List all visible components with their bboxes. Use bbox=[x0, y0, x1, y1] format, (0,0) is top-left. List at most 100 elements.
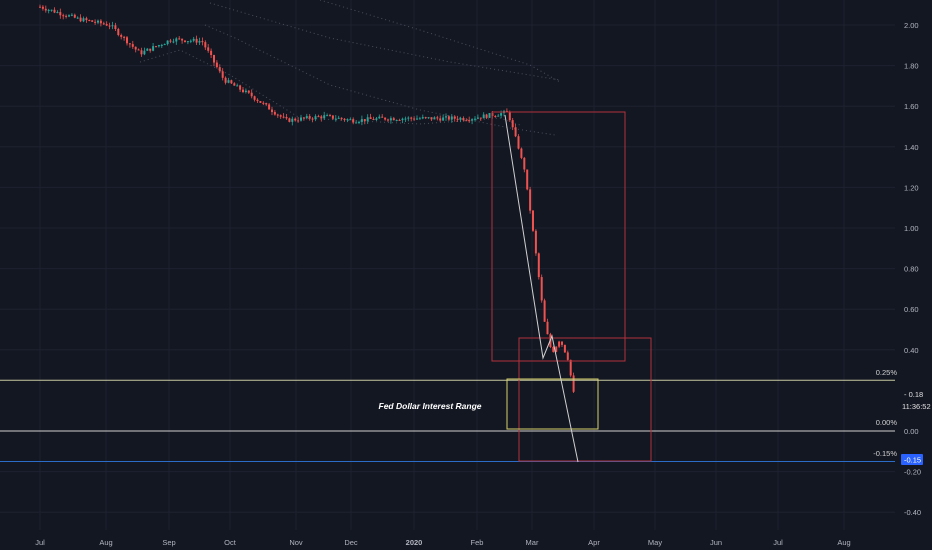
candle-body-75 bbox=[256, 99, 259, 102]
candle-body-168 bbox=[526, 169, 529, 190]
x-tick-label-3: Oct bbox=[224, 538, 237, 547]
price-axis[interactable]: 2.00 1.80 1.60 1.40 1.20 1.00 0.80 0.60 0.40 0.00… bbox=[904, 21, 921, 517]
candle-body-18 bbox=[91, 20, 94, 22]
candle-body-113 bbox=[366, 117, 369, 122]
ma-line-3 bbox=[319, 0, 561, 83]
candle-body-54 bbox=[195, 38, 198, 43]
candle-body-179 bbox=[558, 341, 561, 347]
candle-body-37 bbox=[146, 48, 149, 51]
candle-body-81 bbox=[273, 112, 276, 115]
candle-body-138 bbox=[439, 118, 442, 121]
candle-body-183 bbox=[569, 359, 572, 376]
candle-body-121 bbox=[389, 118, 392, 121]
x-tick-label-12: Jul bbox=[773, 538, 783, 547]
candle-body-151 bbox=[476, 117, 479, 119]
candle-body-107 bbox=[349, 119, 352, 121]
price-badge-label: -0.15 bbox=[904, 456, 921, 465]
candle-body-72 bbox=[247, 90, 250, 93]
candle-body-116 bbox=[375, 118, 378, 120]
candle-body-163 bbox=[511, 120, 514, 128]
candle-body-125 bbox=[401, 118, 404, 121]
candle-body-3 bbox=[47, 9, 50, 11]
candle-body-10 bbox=[68, 15, 70, 17]
candle-body-170 bbox=[532, 210, 534, 231]
candle-body-76 bbox=[259, 101, 262, 103]
candle-body-57 bbox=[204, 42, 207, 48]
candle-body-68 bbox=[236, 85, 239, 87]
y-tick-label-10: -0.20 bbox=[904, 468, 921, 477]
candle-body-109 bbox=[355, 122, 358, 124]
candle-body-120 bbox=[387, 119, 389, 121]
candle-body-59 bbox=[210, 50, 213, 56]
candle-body-13 bbox=[76, 17, 79, 19]
candle-body-28 bbox=[120, 34, 123, 37]
candle-body-23 bbox=[105, 24, 108, 26]
candle-body-74 bbox=[253, 96, 256, 100]
candle-body-93 bbox=[308, 116, 311, 119]
y-tick-label-8: 0.40 bbox=[904, 346, 919, 355]
candle-body-182 bbox=[566, 352, 569, 360]
candle-body-171 bbox=[534, 230, 537, 254]
candle-body-147 bbox=[465, 120, 468, 122]
trend-path bbox=[504, 114, 579, 463]
trend-lines bbox=[504, 114, 579, 463]
candle-body-145 bbox=[459, 117, 462, 120]
level-label-negative: -0.15% bbox=[873, 449, 897, 458]
candle-body-88 bbox=[294, 118, 297, 121]
candle-body-181 bbox=[563, 344, 566, 353]
candle-body-173 bbox=[540, 277, 543, 301]
candle-body-94 bbox=[311, 118, 314, 120]
candle-body-34 bbox=[137, 49, 140, 51]
x-tick-label-2: Sep bbox=[162, 538, 175, 547]
level-label-upper: 0.25% bbox=[876, 368, 898, 377]
candle-body-130 bbox=[416, 118, 418, 120]
candle-body-62 bbox=[218, 67, 221, 72]
y-tick-label-9: 0.00 bbox=[904, 427, 919, 436]
crash-range-box bbox=[491, 111, 626, 362]
candle-body-184 bbox=[572, 375, 575, 392]
candle-body-52 bbox=[189, 40, 192, 42]
candle-body-1 bbox=[41, 6, 44, 9]
candle-body-103 bbox=[337, 117, 340, 119]
candle-body-79 bbox=[268, 104, 271, 110]
ma-line-2 bbox=[139, 49, 521, 126]
candle-body-30 bbox=[126, 37, 128, 44]
candle-body-117 bbox=[378, 116, 381, 119]
candle-body-64 bbox=[224, 77, 227, 83]
candle-body-124 bbox=[398, 119, 401, 121]
candle-body-8 bbox=[62, 15, 65, 17]
candle-body-114 bbox=[369, 117, 372, 119]
candle-body-43 bbox=[163, 44, 166, 46]
candle-body-164 bbox=[514, 127, 517, 137]
candle-body-50 bbox=[184, 40, 186, 42]
candle-body-25 bbox=[111, 25, 114, 27]
candle-body-157 bbox=[494, 116, 497, 118]
projection-box bbox=[518, 337, 652, 462]
candle-body-149 bbox=[471, 119, 474, 121]
candle-body-2 bbox=[44, 8, 47, 11]
candle-body-48 bbox=[178, 38, 181, 40]
candle-body-154 bbox=[485, 114, 488, 118]
candle-body-104 bbox=[340, 117, 343, 119]
candle-body-128 bbox=[410, 117, 413, 119]
candle-body-150 bbox=[474, 118, 476, 120]
candle-body-58 bbox=[207, 47, 210, 51]
x-tick-label-6: 2020 bbox=[406, 538, 423, 547]
candle-body-123 bbox=[395, 119, 398, 121]
candle-body-45 bbox=[169, 40, 172, 42]
candle-body-180 bbox=[561, 341, 563, 345]
candle-body-91 bbox=[302, 117, 305, 119]
time-axis[interactable]: Jul Aug Sep Oct Nov Dec 2020 Feb Mar Apr May Jun Jul… bbox=[35, 538, 850, 547]
candle-body-141 bbox=[447, 116, 450, 120]
candle-body-155 bbox=[488, 113, 491, 118]
candle-body-146 bbox=[462, 117, 465, 121]
candle-body-143 bbox=[453, 116, 456, 119]
candle-body-122 bbox=[392, 118, 395, 121]
candle-body-24 bbox=[108, 25, 111, 27]
candle-body-60 bbox=[213, 55, 215, 63]
candle-body-83 bbox=[279, 115, 282, 117]
candle-body-71 bbox=[244, 90, 247, 93]
candle-body-159 bbox=[500, 113, 503, 116]
candle-body-177 bbox=[552, 346, 555, 352]
